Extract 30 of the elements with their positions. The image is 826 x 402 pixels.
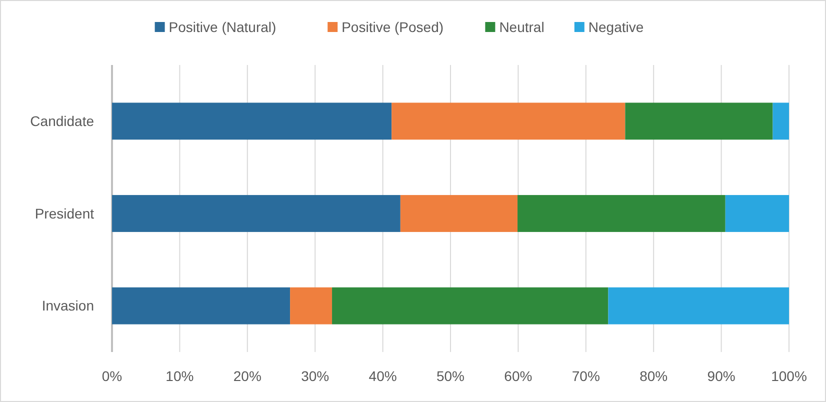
bar: [392, 102, 626, 140]
x-tick-label: 0%: [102, 368, 122, 384]
bar: [112, 195, 400, 232]
bar: [112, 287, 290, 324]
legend-label: Negative: [588, 19, 644, 35]
x-tick-label: 90%: [707, 368, 736, 384]
x-tick-label: 60%: [504, 368, 532, 384]
y-tick-label: Invasion: [42, 298, 94, 314]
y-tick-label: Candidate: [30, 113, 94, 130]
x-tick-label: 100%: [771, 368, 807, 384]
bar: [332, 287, 608, 324]
bar: [725, 195, 789, 232]
legend-label: Neutral: [499, 19, 544, 35]
x-tick-label: 70%: [572, 368, 600, 384]
x-tick-label: 10%: [166, 368, 194, 384]
bar: [290, 287, 332, 324]
bar: [400, 195, 518, 232]
y-tick-label: President: [34, 205, 94, 222]
bar: [608, 287, 789, 324]
bar: [112, 102, 392, 140]
legend-label: Positive (Natural): [168, 19, 276, 35]
x-tick-label: 80%: [640, 368, 668, 384]
bar: [518, 195, 726, 232]
x-tick-label: 20%: [233, 368, 262, 384]
bar: [625, 102, 773, 140]
bar: [772, 102, 789, 140]
x-tick-label: 30%: [301, 368, 330, 384]
x-tick-label: 40%: [368, 368, 397, 384]
x-tick-label: 50%: [436, 368, 465, 384]
legend-label: Positive (Posed): [342, 19, 444, 35]
